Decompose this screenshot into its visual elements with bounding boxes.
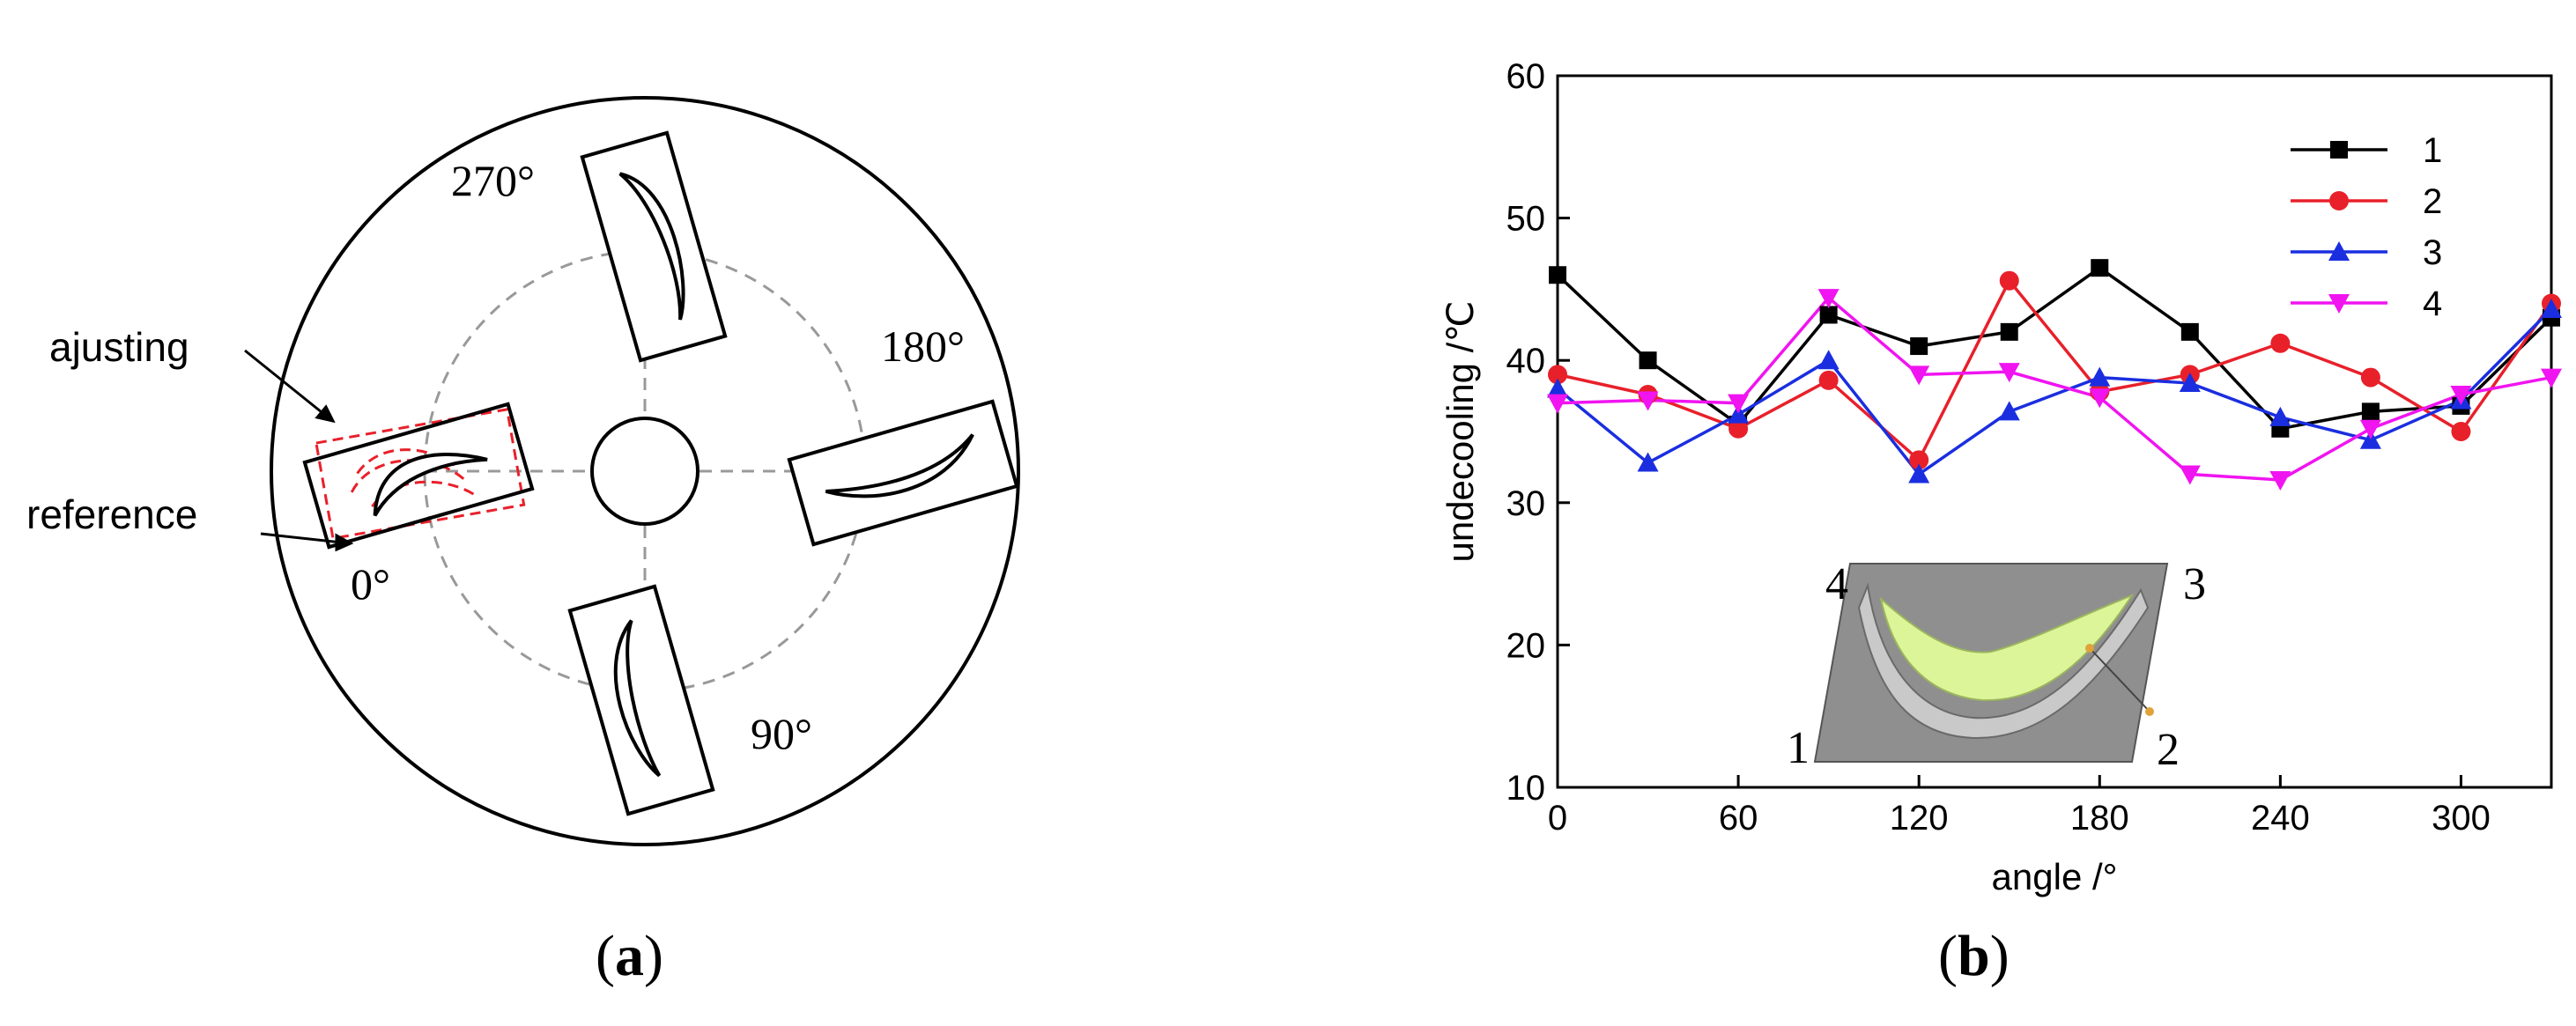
legend-label-1: 1: [2423, 131, 2442, 170]
blade-holder-0: [302, 402, 535, 550]
y-tick-label: 10: [1506, 769, 1546, 808]
data-point-series-4: [1817, 289, 1839, 309]
y-tick-label: 20: [1506, 626, 1546, 665]
data-point-series-4: [2359, 419, 2381, 439]
inset-label-2: 2: [2157, 725, 2180, 775]
data-point-series-1: [1910, 337, 1928, 356]
series-lines: [1556, 266, 2553, 482]
data-point-series-1: [1819, 306, 1838, 324]
data-point-series-2: [1728, 418, 1749, 439]
data-point-series-2: [1999, 270, 2019, 291]
data-point-series-2: [1818, 370, 1839, 390]
blade-holder-90: [567, 584, 715, 816]
caption-a: (a): [596, 924, 663, 988]
inset-render: [1813, 563, 2169, 763]
data-point-series-3: [2541, 299, 2562, 319]
adjusting-overlay: [315, 408, 526, 541]
legend-marker-3: [2328, 241, 2350, 261]
data-point-series-1: [1549, 266, 1566, 284]
data-point-series-3: [2269, 406, 2291, 426]
label-angle-90: 90°: [751, 709, 812, 758]
plot-frame: [1556, 74, 2553, 789]
data-point-series-2: [1909, 450, 1929, 470]
data-point-series-4: [1547, 394, 1568, 414]
label-reference: reference: [26, 491, 197, 537]
legend-marker-4: [2328, 294, 2350, 314]
data-point-series-2: [2270, 333, 2291, 353]
inset-label-4: 4: [1825, 559, 1848, 609]
caption-b: (b): [1938, 924, 2010, 988]
data-point-series-1: [2180, 322, 2199, 341]
legend-label-4: 4: [2423, 284, 2442, 323]
data-point-series-4: [1998, 363, 2020, 383]
legend-label-3: 3: [2423, 233, 2442, 272]
label-angle-180: 180°: [881, 321, 965, 371]
data-point-series-2: [2360, 367, 2380, 388]
legend-marker-2: [2329, 191, 2349, 210]
data-point-series-4: [1637, 391, 1659, 411]
data-point-series-1: [1639, 351, 1657, 370]
label-angle-0: 0°: [351, 559, 390, 609]
data-point-series-3: [1908, 463, 1930, 483]
data-point-series-3: [1637, 452, 1659, 472]
y-tick-label: 60: [1506, 57, 1546, 96]
x-tick-label: 300: [2432, 799, 2491, 838]
data-point-series-1: [2000, 322, 2018, 341]
data-point-series-2: [1548, 365, 1567, 385]
x-tick-label: 60: [1719, 799, 1758, 838]
data-point-series-4: [1908, 365, 1930, 386]
data-point-series-4: [2179, 465, 2201, 485]
y-tick-label: 40: [1506, 342, 1546, 380]
data-point-series-1: [2091, 259, 2109, 277]
series-markers: [1547, 259, 2562, 491]
x-tick-label: 120: [1890, 799, 1949, 838]
leader-reference: [260, 532, 354, 552]
x-axis-label: angle /°: [1992, 856, 2118, 897]
label-ajusting: ajusting: [49, 324, 189, 370]
y-tick-label: 30: [1506, 484, 1546, 523]
x-tick-label: 180: [2070, 799, 2129, 838]
data-point-series-3: [1817, 350, 1839, 370]
legend-marker-1: [2330, 141, 2348, 159]
leader-ajusting: [244, 349, 336, 424]
x-tick-label: 0: [1548, 799, 1567, 838]
data-point-series-3: [1547, 378, 1568, 398]
label-angle-270: 270°: [451, 156, 535, 205]
legend-label-2: 2: [2423, 182, 2442, 221]
undercooling-chart: 4 3 1 2 0 60 120 180 240 300 10 20 30 40 50 60 1 2 3 4…: [1440, 57, 2562, 897]
series-line-1: [1556, 266, 2553, 431]
y-tick-label: 50: [1506, 200, 1546, 239]
panel-a: ajusting reference 0° 90° 180° 270° (a): [0, 0, 1233, 1022]
data-point-series-1: [2361, 402, 2380, 421]
tick-marks: 0 60 120 180 240 300 10 20 30 40 50 60: [1506, 57, 2491, 838]
outer-disk: [270, 96, 1020, 846]
y-axis-label: undecooling /℃: [1440, 300, 1481, 562]
inset-label-3: 3: [2183, 559, 2206, 609]
data-point-series-4: [2269, 470, 2291, 491]
legend: 1 2 3 4: [2291, 131, 2442, 323]
data-point-series-4: [2541, 368, 2562, 388]
panel-b: 4 3 1 2 0 60 120 180 240 300 10 20 30 40 50 60 1 2 3 4…: [1374, 0, 2576, 1022]
data-point-series-3: [1998, 401, 2020, 421]
data-point-series-2: [2451, 422, 2471, 441]
fixture-diagram: ajusting reference 0° 90° 180° 270°: [26, 96, 1020, 846]
series-line-4: [1557, 295, 2552, 482]
blade-holder-180: [787, 399, 1019, 547]
data-point-series-4: [1728, 394, 1750, 414]
data-point-series-3: [2179, 373, 2201, 393]
series-line-3: [1556, 307, 2553, 476]
inset-label-1: 1: [1787, 723, 1810, 773]
x-tick-label: 240: [2251, 799, 2310, 838]
data-point-series-4: [2450, 385, 2472, 405]
data-point-series-4: [2089, 388, 2111, 409]
blade-holder-270: [580, 130, 728, 363]
data-point-series-3: [2089, 366, 2111, 387]
center-hub: [590, 417, 700, 526]
